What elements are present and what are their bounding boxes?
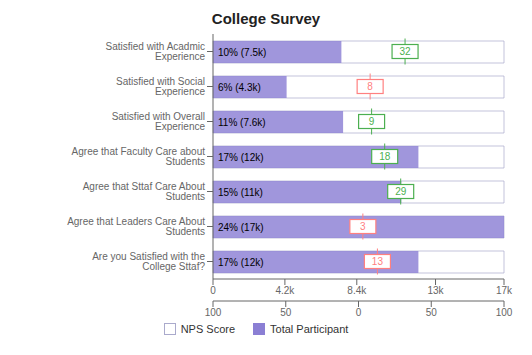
svg-text:100: 100: [496, 307, 513, 318]
svg-text:100: 100: [205, 307, 222, 318]
svg-text:50: 50: [280, 307, 292, 318]
svg-text:32: 32: [399, 46, 411, 57]
svg-text:13k: 13k: [427, 285, 444, 296]
svg-text:3: 3: [360, 221, 366, 232]
svg-text:Are you Satisfied with theColl: Are you Satisfied with theCollege Sttaf?: [92, 251, 205, 272]
svg-text:17% (12k): 17% (12k): [218, 257, 264, 268]
svg-text:6% (4.3k): 6% (4.3k): [218, 82, 261, 93]
html-text:College Survey: College Survey: [211, 10, 321, 27]
svg-text:17k: 17k: [496, 285, 513, 296]
svg-text:0: 0: [210, 285, 216, 296]
svg-text:0: 0: [356, 307, 362, 318]
svg-text:11% (7.6k): 11% (7.6k): [218, 117, 266, 128]
svg-text:Satisfied with SocialExperienc: Satisfied with SocialExperience: [116, 76, 205, 97]
html-text:NPS Score: NPS Score: [180, 323, 236, 335]
svg-text:13: 13: [372, 256, 384, 267]
svg-text:24% (17k): 24% (17k): [218, 222, 264, 233]
svg-text:4.2k: 4.2k: [275, 285, 295, 296]
svg-text:Satisfied with AcadmicExperien: Satisfied with AcadmicExperience: [106, 41, 206, 62]
svg-text:15% (11k): 15% (11k): [218, 187, 263, 198]
svg-text:8: 8: [367, 81, 373, 92]
svg-text:Agree that Leaders Care AboutS: Agree that Leaders Care AboutStudents: [67, 216, 205, 237]
svg-text:18: 18: [379, 151, 391, 162]
svg-text:50: 50: [426, 307, 438, 318]
svg-text:10% (7.5k): 10% (7.5k): [218, 47, 266, 58]
svg-text:9: 9: [369, 116, 375, 127]
svg-text:Agree that Sttaf Care AboutStu: Agree that Sttaf Care AboutStudents: [83, 181, 206, 202]
svg-text:8.4k: 8.4k: [347, 285, 367, 296]
html-text:Total Participant: Total Participant: [270, 323, 349, 335]
svg-text:29: 29: [395, 186, 407, 197]
svg-text:17% (12k): 17% (12k): [218, 152, 264, 163]
svg-text:Agree that Faculty Care aboutS: Agree that Faculty Care aboutStudents: [72, 146, 206, 167]
svg-text:Satisfied with OverallExperien: Satisfied with OverallExperience: [112, 111, 206, 132]
